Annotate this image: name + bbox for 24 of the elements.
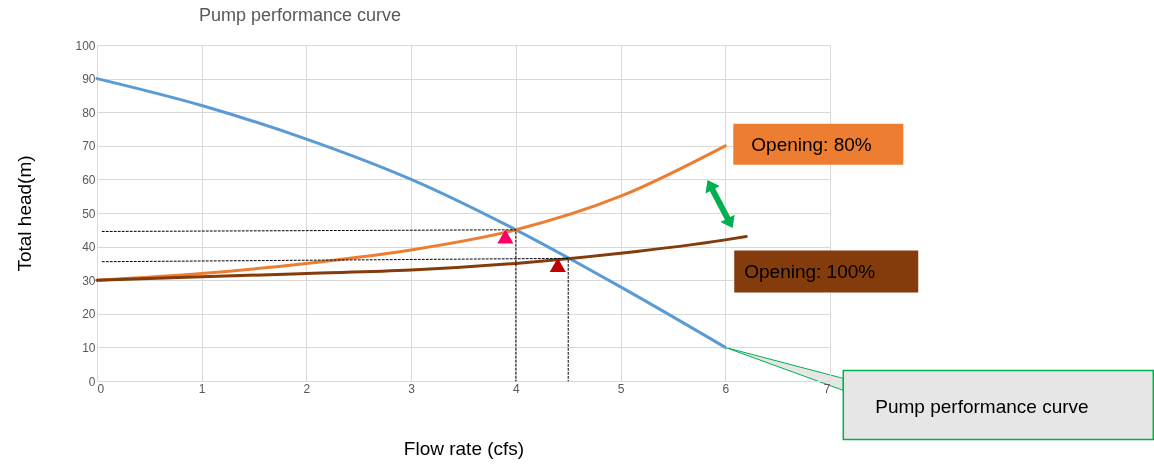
y-tick-label: 60 [82,172,96,187]
x-tick-label: 4 [513,381,521,396]
y-tick-label: 100 [75,38,96,53]
y-tick-label: 70 [82,139,96,154]
y-tick-label: 80 [82,105,96,120]
line-series [95,77,727,349]
x-tick-label: 3 [408,381,416,396]
x-tick-label: 1 [198,381,206,396]
x-tick-label: 5 [617,381,625,396]
y-tick-label: 20 [82,307,96,322]
y-tick-label: 40 [82,240,96,255]
y-tick-label: 30 [82,273,96,288]
x-axis-title: Flow rate (cfs) [403,437,525,459]
y-tick-label: 50 [82,206,96,221]
text: Pump performance curve [875,396,1089,418]
x-tick-label: 2 [303,381,311,396]
series-label: Opening: 100% [744,260,876,282]
series-label: Opening: 80% [751,133,872,155]
y-tick-label: 90 [82,72,96,87]
x-tick-label: 7 [823,381,831,396]
x-tick-label: 6 [722,381,730,396]
y-tick-label: 10 [82,340,96,355]
y-axis-title: Total head(m) [14,155,36,272]
chart-title: Pump performance curve [198,5,402,25]
